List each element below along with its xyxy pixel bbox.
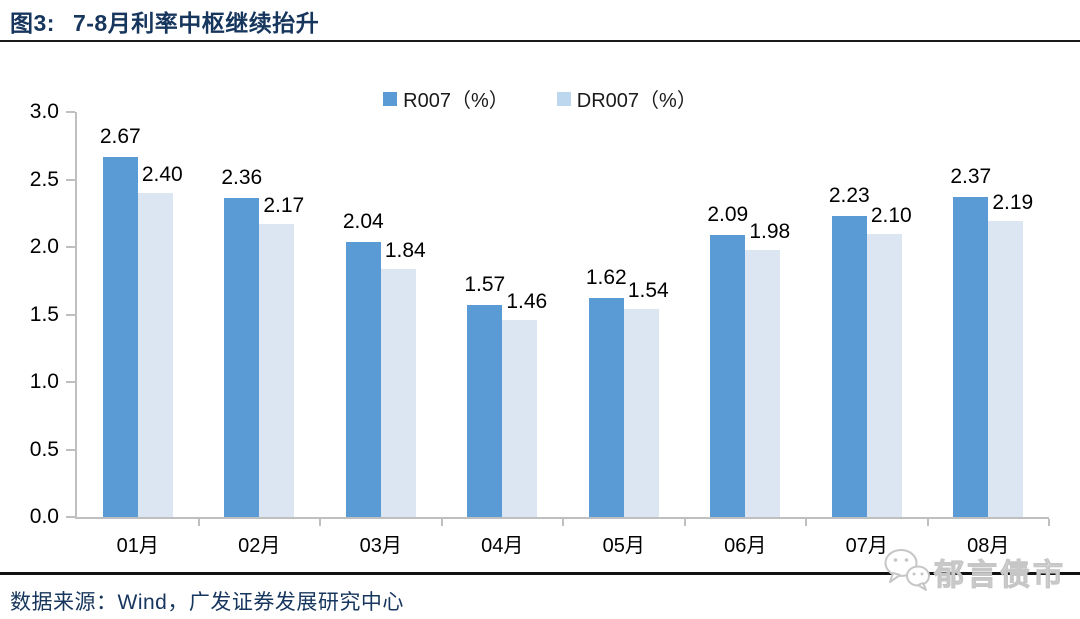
data-source-note: 数据来源：Wind，广发证券发展研究中心 (10, 591, 404, 614)
x-axis-category-label: 07月 (845, 535, 888, 557)
x-axis-category-label: 04月 (481, 535, 524, 557)
x-axis-tick (1048, 519, 1050, 526)
r007-value-label: 2.23 (828, 183, 870, 207)
dr007-bar (259, 224, 295, 517)
dr007-bar (988, 221, 1024, 517)
x-axis-category-label: 03月 (359, 535, 402, 557)
x-axis-tick (562, 519, 564, 526)
bar-group-06月: 2.09 1.98 06月 (685, 112, 807, 557)
y-axis-tick-label: 1.0 (29, 370, 59, 393)
x-axis-category-label: 08月 (967, 535, 1010, 557)
r007-bar (953, 197, 989, 517)
dr007-bar (866, 233, 902, 517)
dr007-legend-swatch-icon (556, 91, 571, 106)
x-axis-line (75, 517, 1049, 519)
y-axis-tick-label: 0.5 (29, 437, 59, 461)
y-axis-tick-label: 2.0 (29, 235, 59, 258)
y-axis-tick-label: 2.5 (29, 167, 59, 191)
x-axis-tick (805, 519, 807, 526)
figure-number-label: 图3: (10, 10, 55, 36)
footer-divider-line (0, 572, 1080, 575)
dr007-value-label: 1.98 (749, 219, 791, 243)
r007-value-label: 2.36 (221, 166, 263, 190)
legend-item-r007: R007（%） (383, 84, 509, 113)
wechat-icon (882, 546, 932, 597)
dr007-value-label: 1.46 (506, 289, 548, 313)
r007-value-label: 1.62 (585, 266, 627, 290)
y-axis-tick (66, 111, 75, 113)
r007-legend-swatch-icon (383, 91, 398, 106)
figure-title-text: 7-8月利率中枢继续抬升 (72, 10, 320, 36)
r007-value-label: 2.67 (99, 124, 141, 148)
r007-bar (224, 198, 260, 517)
x-axis-tick (683, 519, 686, 526)
figure-title: 图3: 7-8月利率中枢继续抬升 (10, 4, 319, 38)
x-axis-category-label: 01月 (116, 535, 159, 557)
r007-bar (831, 215, 867, 517)
dr007-value-label: 1.54 (627, 279, 669, 303)
x-axis-tick (319, 519, 321, 526)
dr007-bar (502, 319, 538, 517)
x-axis-category-label: 05月 (602, 535, 645, 557)
x-axis-tick (440, 519, 443, 526)
bar-group-02月: 2.36 2.17 02月 (199, 112, 321, 557)
dr007-value-label: 2.10 (870, 203, 912, 227)
y-axis-tick-label: 3.0 (29, 100, 59, 123)
legend-label-r007: R007（%） (403, 90, 509, 112)
y-axis-line (75, 112, 77, 517)
r007-bar (345, 241, 381, 517)
legend-item-dr007: DR007（%） (556, 84, 697, 113)
bar-group-07月: 2.23 2.10 07月 (806, 112, 928, 557)
chart-legend: R007（%） DR007（%） (0, 84, 1080, 113)
bar-group-01月: 2.67 2.40 01月 (77, 112, 199, 557)
r007-bar (467, 305, 503, 517)
r007-value-label: 2.37 (950, 165, 992, 189)
watermark: 郁言债市 (882, 546, 1066, 597)
dr007-value-label: 2.40 (141, 163, 183, 186)
y-axis-tick (66, 178, 75, 181)
y-axis-tick (66, 381, 75, 383)
dr007-value-label: 1.84 (384, 238, 426, 262)
dr007-bar (745, 249, 781, 517)
title-divider-line (0, 40, 1080, 42)
bar-group-08月: 2.37 2.19 08月 (928, 112, 1050, 557)
y-axis-tick (66, 448, 75, 451)
dr007-bar (137, 193, 173, 517)
dr007-value-label: 2.17 (263, 194, 305, 218)
y-axis-tick-label: 0.0 (29, 505, 59, 528)
legend-label-dr007: DR007（%） (576, 90, 697, 112)
x-axis-tick (926, 519, 929, 526)
bar-group-05月: 1.62 1.54 05月 (563, 112, 685, 557)
r007-bar (102, 156, 138, 517)
bar-group-04月: 1.57 1.46 04月 (442, 112, 564, 557)
r007-value-label: 1.57 (464, 273, 506, 297)
plot-area: 0.0 0.5 1.0 1.5 2.0 2.5 3.0 2.67 2.40 01月 2.36 2.17… (30, 100, 1050, 557)
x-axis-category-label: 02月 (238, 535, 281, 557)
dr007-bar (623, 309, 659, 517)
r007-value-label: 2.04 (342, 209, 384, 233)
watermark-text: 郁言债市 (934, 558, 1066, 592)
y-axis-tick (66, 516, 75, 518)
x-axis-category-label: 06月 (724, 535, 767, 557)
y-axis-tick (66, 313, 75, 316)
y-axis-tick-label: 1.5 (29, 302, 59, 326)
r007-bar (710, 234, 746, 517)
x-axis-tick (197, 519, 200, 526)
dr007-value-label: 2.19 (992, 191, 1034, 215)
dr007-bar (380, 268, 416, 517)
r007-value-label: 2.09 (707, 202, 749, 226)
y-axis-tick (66, 246, 75, 248)
bar-group-03月: 2.04 1.84 03月 (320, 112, 442, 557)
r007-bar (588, 298, 624, 517)
